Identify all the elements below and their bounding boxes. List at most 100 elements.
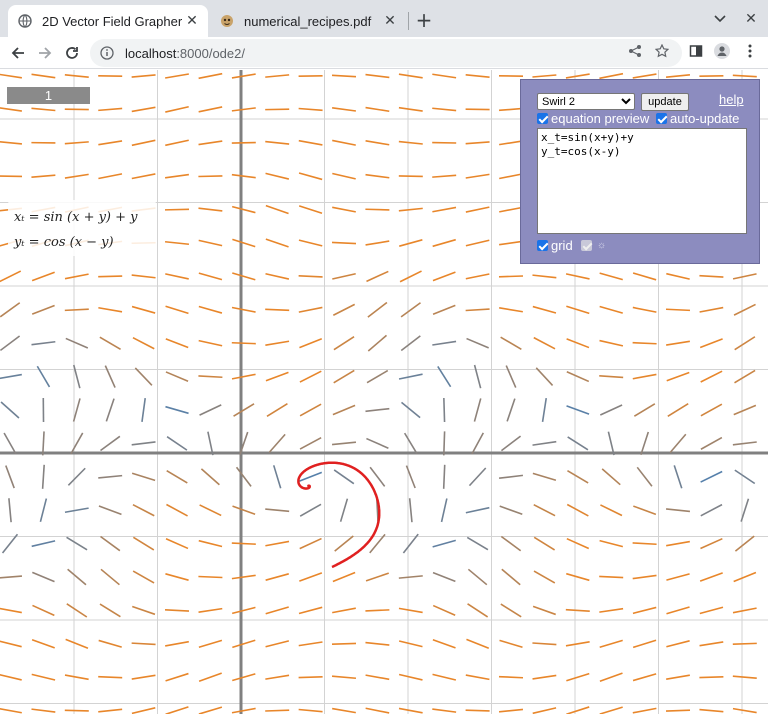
equation-preview-toggle[interactable]: equation preview [537, 110, 649, 126]
field-segment [369, 533, 386, 554]
profile-avatar-icon[interactable] [714, 43, 730, 59]
field-segment [232, 673, 256, 682]
field-segment [98, 140, 123, 146]
field-segment [432, 571, 456, 583]
address-bar[interactable]: localhost:8000/ode2/ [90, 39, 682, 67]
field-segment [339, 498, 349, 522]
field-segment [632, 673, 657, 682]
field-segment [465, 308, 490, 312]
field-segment [231, 173, 256, 179]
field-segment [332, 303, 356, 316]
field-segment [700, 403, 723, 417]
field-segment [164, 608, 190, 612]
field-segment [533, 336, 556, 350]
menu-kebab-icon[interactable] [742, 43, 758, 59]
field-segment [0, 107, 22, 112]
field-segment [732, 607, 757, 614]
field-segment [700, 370, 723, 383]
field-segment [666, 674, 690, 680]
back-arrow-icon[interactable] [6, 41, 30, 65]
help-link[interactable]: help [719, 92, 744, 107]
axes [0, 70, 768, 714]
auto-update-toggle[interactable]: auto-update [656, 110, 739, 126]
new-tab-icon[interactable]: + [415, 8, 433, 32]
tab-search-chevron-icon[interactable] [710, 9, 730, 29]
field-segment [500, 603, 522, 618]
field-segment [298, 239, 323, 247]
field-segment [331, 441, 357, 446]
field-segment [98, 275, 123, 278]
field-segment [332, 571, 356, 583]
field-segment [734, 535, 755, 552]
field-segment [299, 572, 323, 582]
field-segment [232, 639, 256, 649]
bookmark-star-icon[interactable] [654, 43, 670, 59]
site-info-icon[interactable] [99, 45, 115, 61]
field-segment [66, 603, 88, 618]
field-segment [131, 173, 156, 180]
field-segment [0, 575, 23, 579]
forward-arrow-icon[interactable] [33, 41, 57, 65]
field-segment [333, 335, 355, 351]
field-segment [498, 275, 524, 278]
grid-checkbox[interactable] [537, 239, 548, 251]
field-segment [198, 375, 223, 379]
preset-select[interactable]: Swirl 2 [537, 93, 635, 110]
field-segment [400, 401, 421, 419]
field-segment [432, 604, 456, 616]
field-segment [465, 73, 490, 79]
field-segment [369, 466, 386, 487]
reload-icon[interactable] [60, 41, 84, 65]
equation-preview-label: equation preview [551, 110, 650, 126]
side-panel-icon[interactable] [688, 43, 704, 59]
field-segment [272, 465, 282, 489]
field-segment [732, 74, 757, 78]
tab-vector-field-grapher[interactable]: 2D Vector Field Grapher | ✕ [8, 5, 208, 37]
window-close-icon[interactable]: ✕ [745, 11, 757, 27]
field-segment [365, 609, 390, 612]
field-segment [565, 73, 590, 79]
tab-numerical-recipes[interactable]: numerical_recipes.pdf ✕ [210, 5, 406, 37]
field-segment [399, 239, 423, 247]
field-segment [665, 508, 691, 513]
trajectory-curve [297, 461, 381, 569]
field-segment [365, 173, 390, 179]
field-segment [700, 503, 723, 517]
field-segment [633, 505, 657, 516]
field-segment [98, 505, 122, 516]
field-segment [166, 469, 188, 484]
field-segment [532, 305, 557, 314]
field-segment [265, 573, 289, 581]
field-segment [699, 572, 723, 582]
field-segment [437, 366, 452, 388]
field-segment [134, 367, 153, 386]
field-segment [0, 607, 22, 614]
field-segment [734, 469, 756, 485]
equations-textarea[interactable] [537, 128, 747, 234]
field-segment [131, 274, 156, 279]
field-segment [700, 470, 723, 483]
share-icon[interactable] [627, 43, 643, 59]
close-tab-icon[interactable]: ✕ [186, 13, 198, 29]
close-tab-icon[interactable]: ✕ [384, 13, 396, 29]
auto-update-checkbox[interactable] [656, 112, 667, 124]
update-button[interactable]: update [641, 93, 689, 111]
equation-preview-checkbox[interactable] [537, 112, 548, 124]
field-segment [231, 542, 256, 545]
field-segment [734, 336, 756, 351]
field-segment [399, 270, 422, 283]
field-segment [200, 468, 220, 486]
field-segment [31, 673, 56, 681]
field-segment [165, 305, 189, 315]
field-segment [699, 641, 724, 647]
field-segment [732, 273, 757, 280]
field-segment [332, 206, 356, 213]
field-segment [632, 272, 657, 281]
field-segment [100, 535, 121, 552]
field-segment [566, 672, 590, 682]
field-segment [599, 639, 623, 648]
field-segment [541, 398, 548, 422]
field-segment [0, 373, 22, 380]
grid-toggle[interactable]: grid [537, 237, 573, 253]
field-segment [298, 641, 323, 647]
